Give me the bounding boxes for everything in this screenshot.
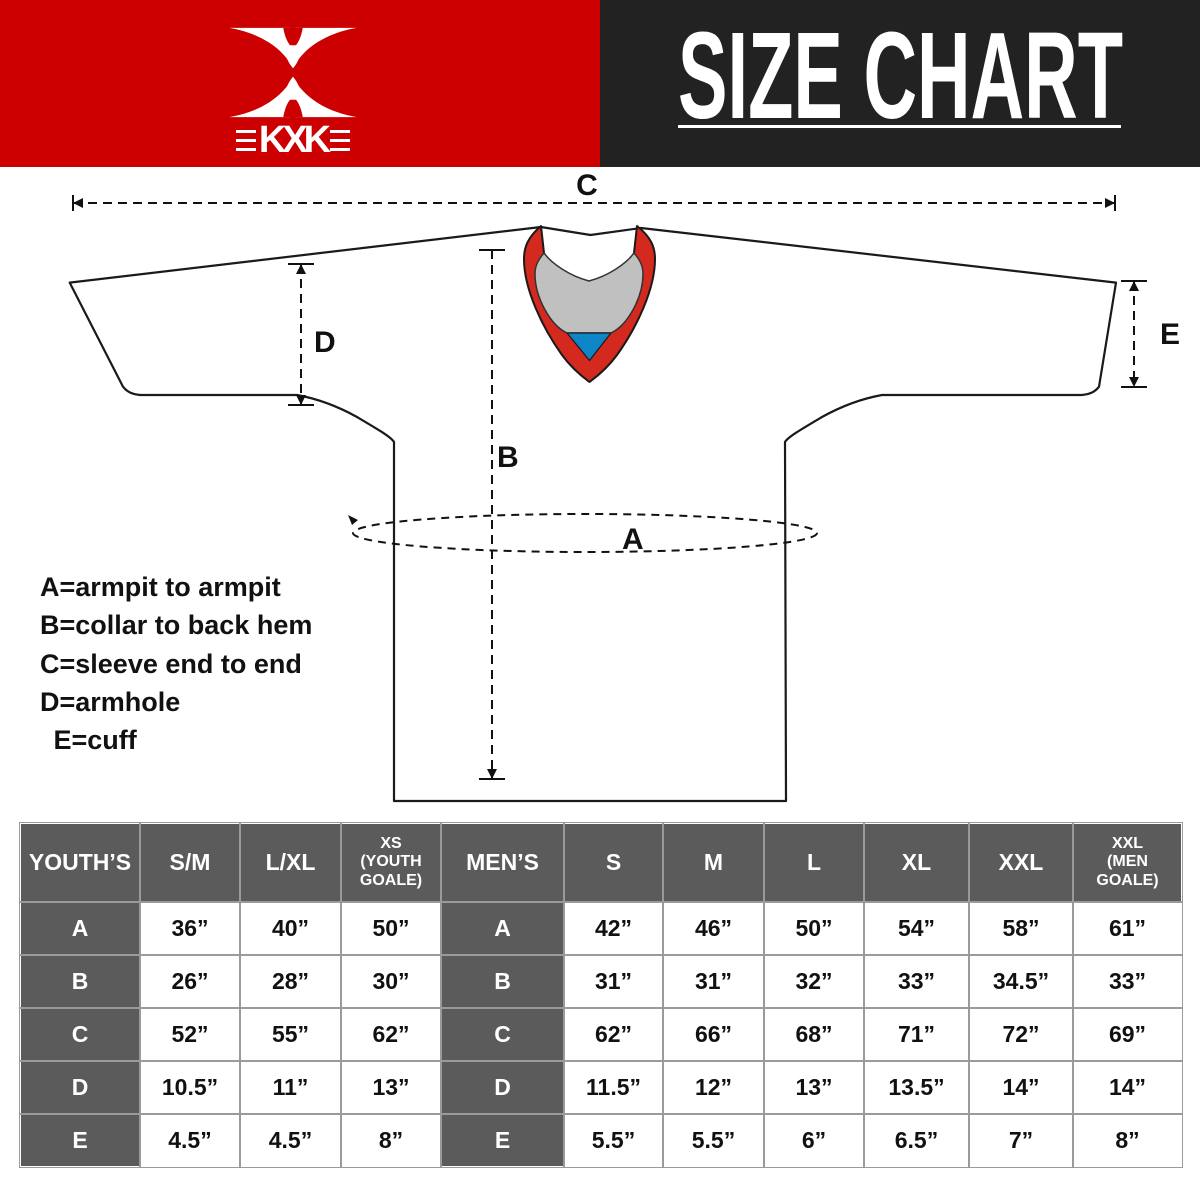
- svg-text:C: C: [576, 169, 598, 202]
- svg-text:E: E: [1160, 318, 1180, 351]
- svg-text:A: A: [622, 523, 644, 556]
- svg-text:B: B: [497, 441, 519, 474]
- svg-text:D: D: [314, 326, 336, 359]
